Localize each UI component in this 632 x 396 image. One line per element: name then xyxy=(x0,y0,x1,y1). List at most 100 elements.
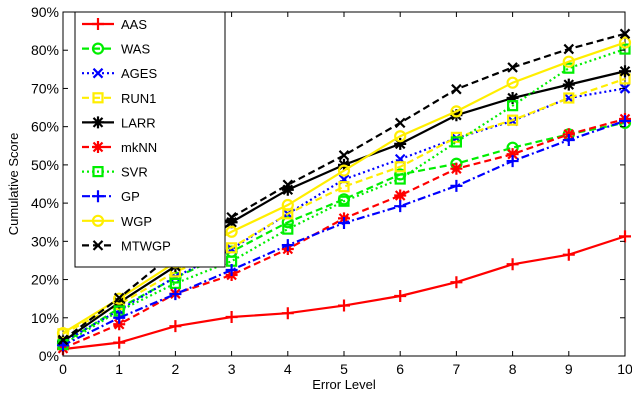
data-point xyxy=(450,179,463,192)
series-line xyxy=(62,41,626,335)
x-tick-label: 8 xyxy=(509,361,517,377)
data-point xyxy=(619,43,631,55)
data-point xyxy=(563,43,575,55)
x-tick-label: 9 xyxy=(565,361,573,377)
data-point xyxy=(562,248,575,261)
data-point xyxy=(169,277,181,289)
data-point xyxy=(563,92,575,104)
data-point xyxy=(338,216,350,229)
data-point xyxy=(619,114,631,127)
x-tick-label: 1 xyxy=(115,361,123,377)
legend-item-gp: GP xyxy=(82,189,140,204)
data-point xyxy=(619,28,631,40)
data-point xyxy=(619,65,631,78)
y-tick-label: 10% xyxy=(31,310,59,326)
x-tick-label: 4 xyxy=(284,361,292,377)
data-point xyxy=(281,183,294,196)
data-point xyxy=(451,83,462,95)
data-point xyxy=(338,150,350,161)
data-point xyxy=(169,288,182,301)
data-point xyxy=(562,134,575,147)
x-tick-label: 10 xyxy=(617,361,632,377)
data-point xyxy=(113,336,126,349)
x-tick-label: 5 xyxy=(340,361,348,377)
y-tick-label: 80% xyxy=(31,42,59,58)
series-line xyxy=(62,121,626,345)
data-point xyxy=(394,161,406,173)
legend-marker xyxy=(91,214,105,227)
legend-item-ages: AGES xyxy=(82,66,157,81)
data-point xyxy=(507,100,519,112)
x-ticks: 0 1 2 3 4 5 6 7 8 9 10 xyxy=(59,12,632,377)
legend-marker xyxy=(91,42,105,55)
data-point xyxy=(225,311,238,324)
data-point xyxy=(619,230,631,243)
data-point xyxy=(450,109,463,122)
data-point xyxy=(450,276,463,289)
legend-item-aas: AAS xyxy=(82,17,147,32)
data-point xyxy=(281,307,294,320)
y-tick-label: 40% xyxy=(31,195,59,211)
data-point xyxy=(225,264,238,276)
data-point xyxy=(562,78,575,91)
legend-label: SVR xyxy=(121,165,148,180)
data-point xyxy=(394,117,406,129)
data-point xyxy=(506,148,519,161)
data-point xyxy=(618,36,632,49)
data-point xyxy=(394,189,407,202)
data-point xyxy=(113,318,126,331)
data-point xyxy=(338,181,350,193)
legend-label: RUN1 xyxy=(121,91,156,106)
legend-label: AAS xyxy=(121,17,147,32)
data-point xyxy=(113,311,126,324)
x-tick-label: 6 xyxy=(396,361,404,377)
y-tick-label: 60% xyxy=(31,119,59,135)
legend-marker xyxy=(92,92,104,104)
data-point xyxy=(507,114,519,126)
legend-marker xyxy=(92,116,104,129)
legend-marker xyxy=(92,166,104,178)
data-point xyxy=(226,242,238,254)
data-point xyxy=(113,296,126,309)
data-point xyxy=(394,137,407,150)
data-point xyxy=(338,195,350,207)
legend-item-run1: RUN1 xyxy=(82,91,156,106)
legend-marker xyxy=(92,141,104,153)
x-axis-label: Error Level xyxy=(312,377,376,392)
legend-marker xyxy=(92,67,104,79)
y-tick-label: 30% xyxy=(31,233,59,249)
series-gp xyxy=(57,114,631,352)
legend-item-mknn: mkNN xyxy=(82,140,157,155)
data-point xyxy=(450,105,463,118)
data-point xyxy=(281,239,294,252)
series-line xyxy=(62,48,626,346)
legend-item-wgp: WGP xyxy=(82,214,152,229)
x-tick-label: 2 xyxy=(172,361,180,377)
data-point xyxy=(394,130,407,143)
legend-label: GP xyxy=(121,189,140,204)
legend-item-larr: LARR xyxy=(82,115,156,130)
legend: AAS WAS AGES RUN1 LARR mkNN SVR GP WGP MTWGP xyxy=(74,11,226,268)
x-tick-label: 3 xyxy=(228,361,236,377)
legend-marker xyxy=(92,240,104,251)
y-tick-label: 70% xyxy=(31,80,59,96)
legend-label: mkNN xyxy=(121,140,157,155)
data-point xyxy=(394,200,407,213)
data-point xyxy=(506,155,519,168)
data-point xyxy=(113,292,126,305)
series-line xyxy=(62,77,626,335)
data-point xyxy=(507,62,518,73)
data-point xyxy=(394,289,407,302)
legend-label: MTWGP xyxy=(121,238,171,253)
data-point xyxy=(282,179,294,191)
data-point xyxy=(56,326,70,340)
data-point xyxy=(282,223,294,235)
data-point xyxy=(57,334,69,346)
data-point xyxy=(281,198,294,212)
legend-label: WAS xyxy=(121,42,150,57)
x-tick-label: 0 xyxy=(59,361,67,377)
data-point xyxy=(506,92,519,104)
y-axis-label: Cumulative Score xyxy=(6,133,21,236)
data-point xyxy=(450,136,462,148)
y-tick-label: 90% xyxy=(31,4,59,20)
